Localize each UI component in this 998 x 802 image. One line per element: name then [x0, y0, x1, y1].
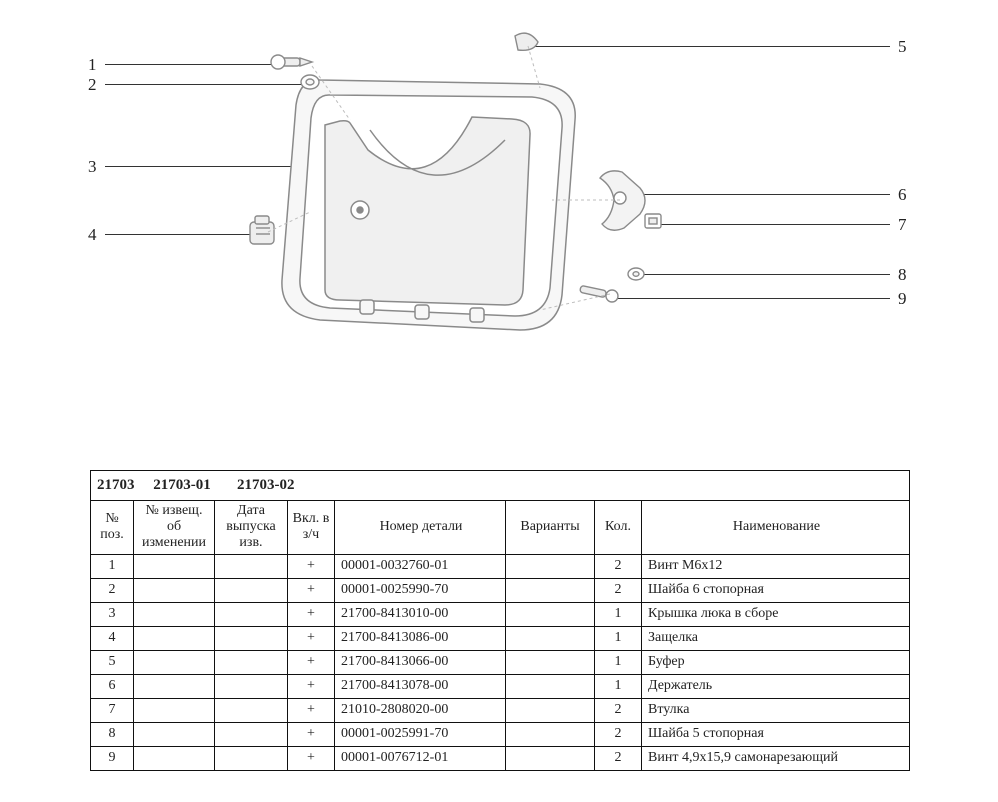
cell-chg: [134, 602, 215, 626]
table-row: 7 +21010-2808020-00 2Втулка: [91, 698, 910, 722]
cell-qty: 1: [595, 674, 642, 698]
cell-chg: [134, 698, 215, 722]
cell-date: [215, 746, 288, 770]
cell-chg: [134, 554, 215, 578]
cell-name: Шайба 6 стопорная: [642, 578, 910, 602]
models-header: 21703 21703-01 21703-02: [91, 471, 910, 501]
cell-date: [215, 602, 288, 626]
cell-name: Защелка: [642, 626, 910, 650]
cell-pos: 6: [91, 674, 134, 698]
table-row: 8 +00001-0025991-70 2Шайба 5 стопорная: [91, 722, 910, 746]
cell-pos: 7: [91, 698, 134, 722]
cell-chg: [134, 650, 215, 674]
cell-var: [506, 650, 595, 674]
cell-qty: 1: [595, 650, 642, 674]
cell-qty: 1: [595, 626, 642, 650]
cell-part: 21700-8413066-00: [335, 650, 506, 674]
models-header-row: 21703 21703-01 21703-02: [91, 471, 910, 501]
cell-pos: 4: [91, 626, 134, 650]
cell-pos: 2: [91, 578, 134, 602]
exploded-diagram: 1 2 3 4 5 6 7 8 9: [0, 0, 998, 420]
cell-part: 00001-0032760-01: [335, 554, 506, 578]
cell-var: [506, 578, 595, 602]
cell-name: Втулка: [642, 698, 910, 722]
col-name: Наименование: [642, 501, 910, 554]
parts-drawing: [0, 0, 998, 420]
cell-vkl: +: [288, 626, 335, 650]
col-chg: № извещ. об изменении: [134, 501, 215, 554]
cell-var: [506, 626, 595, 650]
parts-table-container: 21703 21703-01 21703-02 № поз. № извещ. …: [90, 470, 910, 771]
cell-qty: 2: [595, 746, 642, 770]
table-row: 4 +21700-8413086-00 1Защелка: [91, 626, 910, 650]
cell-vkl: +: [288, 674, 335, 698]
table-row: 1 +00001-0032760-01 2Винт М6х12: [91, 554, 910, 578]
column-header-row: № поз. № извещ. об изменении Дата выпуск…: [91, 501, 910, 554]
cell-var: [506, 746, 595, 770]
cell-qty: 1: [595, 602, 642, 626]
table-row: 6 +21700-8413078-00 1Держатель: [91, 674, 910, 698]
cell-vkl: +: [288, 722, 335, 746]
cell-name: Буфер: [642, 650, 910, 674]
cell-chg: [134, 578, 215, 602]
cell-part: 21700-8413010-00: [335, 602, 506, 626]
cell-date: [215, 698, 288, 722]
cell-date: [215, 578, 288, 602]
cell-qty: 2: [595, 722, 642, 746]
cell-pos: 5: [91, 650, 134, 674]
cell-pos: 8: [91, 722, 134, 746]
cell-part: 00001-0076712-01: [335, 746, 506, 770]
col-qty: Кол.: [595, 501, 642, 554]
parts-table: 21703 21703-01 21703-02 № поз. № извещ. …: [90, 470, 910, 771]
col-var: Варианты: [506, 501, 595, 554]
cell-chg: [134, 746, 215, 770]
cell-date: [215, 722, 288, 746]
cell-name: Крышка люка в сборе: [642, 602, 910, 626]
cell-part: 21010-2808020-00: [335, 698, 506, 722]
cell-vkl: +: [288, 554, 335, 578]
cell-vkl: +: [288, 602, 335, 626]
col-part: Номер детали: [335, 501, 506, 554]
cell-var: [506, 602, 595, 626]
cell-chg: [134, 626, 215, 650]
cell-pos: 3: [91, 602, 134, 626]
cell-var: [506, 554, 595, 578]
cell-vkl: +: [288, 650, 335, 674]
table-row: 9 +00001-0076712-01 2Винт 4,9х15,9 самонар…: [91, 746, 910, 770]
cell-part: 21700-8413078-00: [335, 674, 506, 698]
cell-qty: 2: [595, 578, 642, 602]
table-row: 3 +21700-8413010-00 1Крышка люка в сборе: [91, 602, 910, 626]
cell-name: Держатель: [642, 674, 910, 698]
cell-var: [506, 722, 595, 746]
cell-chg: [134, 722, 215, 746]
cell-name: Шайба 5 стопорная: [642, 722, 910, 746]
cell-name: Винт М6х12: [642, 554, 910, 578]
cell-date: [215, 626, 288, 650]
cell-var: [506, 674, 595, 698]
cell-part: 00001-0025991-70: [335, 722, 506, 746]
cell-qty: 2: [595, 698, 642, 722]
cell-vkl: +: [288, 698, 335, 722]
cell-date: [215, 554, 288, 578]
table-row: 2+00001-0025990-702Шайба 6 стопорная: [91, 578, 910, 602]
cell-var: [506, 698, 595, 722]
table-row: 5 +21700-8413066-00 1Буфер: [91, 650, 910, 674]
cell-vkl: +: [288, 578, 335, 602]
col-vkl: Вкл. в з/ч: [288, 501, 335, 554]
cell-vkl: +: [288, 746, 335, 770]
cell-date: [215, 650, 288, 674]
cell-part: 00001-0025990-70: [335, 578, 506, 602]
cell-pos: 9: [91, 746, 134, 770]
cell-part: 21700-8413086-00: [335, 626, 506, 650]
cell-chg: [134, 674, 215, 698]
cell-date: [215, 674, 288, 698]
cell-qty: 2: [595, 554, 642, 578]
col-date: Дата выпуска изв.: [215, 501, 288, 554]
cell-name: Винт 4,9х15,9 самонарезающий: [642, 746, 910, 770]
col-pos: № поз.: [91, 501, 134, 554]
cell-pos: 1: [91, 554, 134, 578]
